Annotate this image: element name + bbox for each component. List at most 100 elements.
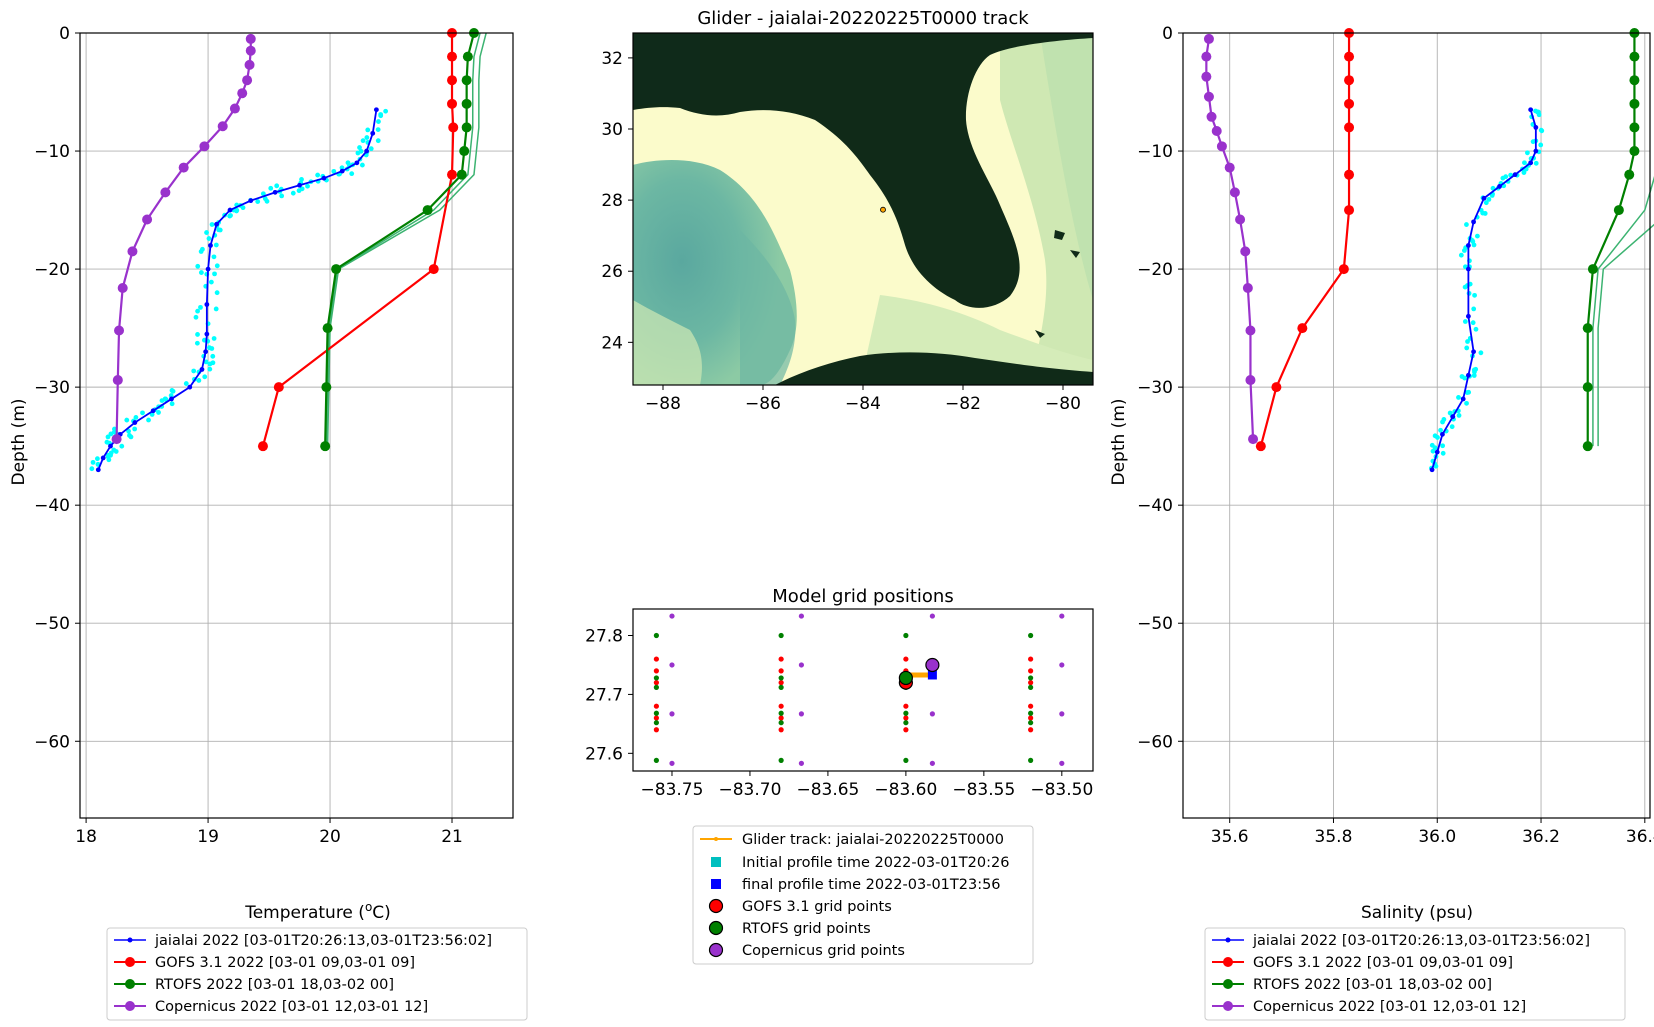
- map-yucatan-shelf: [633, 300, 702, 385]
- salinity-ytick-label: −60: [1137, 732, 1173, 752]
- temperature-gofs-point: [447, 75, 458, 86]
- gofs-grid-point: [778, 715, 784, 721]
- grid-ytick-label: 27.6: [585, 744, 623, 764]
- temperature-rtofs-point: [322, 323, 333, 334]
- salinity-glider-point: [1497, 184, 1502, 189]
- gofs-grid-point: [1028, 656, 1034, 662]
- salinity-glider-sample-point: [1432, 445, 1438, 451]
- salinity-glider-sample-point: [1430, 448, 1436, 454]
- grid-points: [653, 613, 1065, 766]
- salinity-glider-sample-point: [1489, 193, 1495, 198]
- temperature-glider-sample-point: [132, 426, 138, 432]
- temperature-glider-point: [214, 221, 220, 227]
- map-ytick-label: 26: [601, 262, 623, 282]
- left-legend: jaialai 2022 [03-01T20:26:13,03-01T23:56…: [106, 927, 528, 1021]
- temperature-gofs-point: [257, 441, 268, 452]
- salinity-glider-sample-point: [1462, 375, 1468, 381]
- temperature-glider-point: [108, 443, 113, 449]
- temperature-glider-sample-point: [274, 183, 280, 189]
- model-grid-panel: Model grid positions −83.75 −83.70 −83.65−…: [585, 586, 1094, 800]
- copernicus-grid-point: [1059, 613, 1065, 619]
- middle-legend-label-copernicus: Copernicus grid points: [742, 943, 905, 959]
- temperature-glider-sample-point: [290, 190, 296, 196]
- salinity-gofs-point: [1271, 382, 1282, 393]
- salinity-series: [1201, 28, 1654, 473]
- salinity-copernicus-point: [1203, 91, 1214, 102]
- salinity-glider-sample-point: [1440, 443, 1446, 449]
- gofs-grid-point: [903, 703, 909, 709]
- salinity-glider-sample-point: [1464, 400, 1469, 406]
- salinity-gofs-point: [1344, 98, 1355, 109]
- temperature-glider-sample-point: [94, 456, 100, 462]
- temperature-ytick-label: −60: [34, 732, 70, 752]
- salinity-gofs-point: [1344, 51, 1355, 62]
- salinity-xlabel: Salinity (psu): [1361, 903, 1473, 923]
- salinity-rtofs-line: [1586, 33, 1636, 447]
- grid-ytick-label: 27.8: [585, 627, 623, 647]
- temperature-copernicus-point: [199, 141, 210, 152]
- rtofs-grid-point: [653, 675, 659, 681]
- left-legend-glider-marker: [127, 937, 133, 943]
- temperature-glider-sample-point: [375, 138, 381, 144]
- salinity-glider-sample-point: [1471, 306, 1477, 312]
- copernicus-grid-point: [798, 662, 805, 668]
- salinity-copernicus-point: [1245, 375, 1256, 386]
- rtofs-grid-point: [1028, 684, 1034, 690]
- salinity-glider-sample-point: [1471, 373, 1477, 378]
- rtofs-grid-point: [778, 720, 784, 726]
- temperature-glider-sample-point: [213, 306, 219, 312]
- salinity-ytick-label: −20: [1137, 260, 1173, 280]
- middle-legend-initial-marker: [711, 857, 721, 867]
- left-legend-entry-rtofs: RTOFS 2022 [03-01 18,03-02 00]: [114, 977, 394, 993]
- temperature-copernicus-point: [142, 214, 153, 225]
- temperature-glider-sample-point: [108, 431, 114, 437]
- salinity-gofs-point: [1297, 323, 1308, 334]
- salinity-copernicus-point: [1240, 246, 1251, 257]
- temperature-glider-sample-point: [207, 345, 212, 351]
- middle-legend-entry-copernicus: Copernicus grid points: [708, 942, 905, 959]
- map-ytick-label: 32: [601, 49, 623, 69]
- right-legend: jaialai 2022 [03-01T20:26:13,03-01T23:56…: [1204, 927, 1626, 1021]
- temperature-glider-sample-point: [359, 162, 365, 168]
- rtofs-grid-point: [778, 632, 784, 639]
- middle-legend: Glider track: jaialai-20220225T0000 Init…: [692, 825, 1034, 965]
- left-legend-entry-glider: jaialai 2022 [03-01T20:26:13,03-01T23:56…: [114, 933, 492, 949]
- temperature-copernicus-point: [229, 103, 240, 114]
- salinity-glider-point: [1471, 349, 1476, 355]
- temperature-glider-sample-point: [156, 410, 161, 415]
- temperature-glider-point: [272, 189, 278, 195]
- salinity-glider-sample-point: [1464, 222, 1469, 227]
- temperature-glider-sample-point: [195, 308, 200, 314]
- gofs-grid-point: [653, 680, 659, 686]
- temperature-glider-sample-point: [113, 449, 119, 454]
- salinity-ylabel: Depth (m): [1109, 398, 1129, 485]
- map-title: Glider - jaialai-20220225T0000 track: [697, 8, 1029, 29]
- temperature-glider-sample-point: [315, 172, 321, 178]
- gofs-grid-point: [1028, 727, 1034, 733]
- rtofs-grid-point: [778, 684, 784, 690]
- temperature-glider-sample-point: [216, 227, 222, 233]
- gofs-grid-point: [653, 727, 659, 733]
- rtofs-grid-point: [903, 632, 909, 639]
- salinity-glider-sample-point: [1466, 389, 1472, 395]
- temperature-xtick-label: 21: [441, 827, 463, 847]
- middle-legend-entry-rtofs: RTOFS grid points: [708, 920, 871, 937]
- salinity-gofs-point: [1344, 122, 1355, 133]
- temperature-glider-sample-point: [213, 242, 219, 248]
- salinity-profile-panel: 35.635.836.036.236.40−10−20−30−40−50−60 …: [1109, 24, 1654, 923]
- map-glider-marker: [880, 206, 886, 213]
- salinity-rtofs-point: [1613, 205, 1624, 216]
- right-legend-entry-rtofs: RTOFS 2022 [03-01 18,03-02 00]: [1212, 977, 1492, 993]
- salinity-rtofs-point: [1582, 323, 1593, 334]
- copernicus-grid-point: [798, 711, 805, 717]
- salinity-glider-sample-point: [1470, 320, 1476, 326]
- salinity-glider-sample-point: [1447, 410, 1453, 416]
- map-xtick-label: −80: [1045, 394, 1081, 414]
- temperature-rtofs-point: [461, 122, 472, 133]
- salinity-xtick-label: 36.4: [1626, 827, 1654, 847]
- salinity-glider-point: [1465, 266, 1471, 272]
- temperature-glider-sample-point: [204, 230, 209, 235]
- temperature-copernicus-point: [245, 45, 256, 56]
- temperature-glider-point: [370, 130, 376, 136]
- salinity-glider-sample-point: [1458, 252, 1464, 258]
